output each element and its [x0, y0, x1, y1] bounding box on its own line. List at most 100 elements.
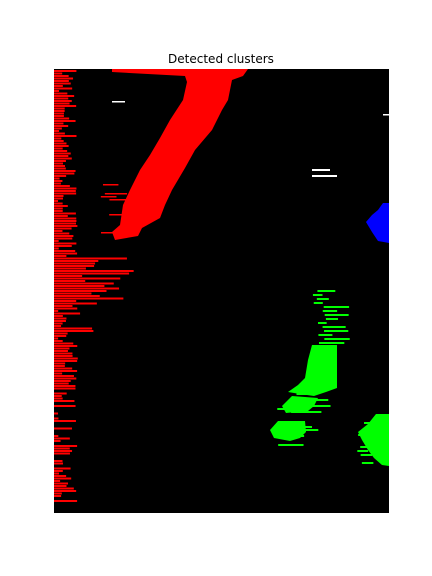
- red-cluster-strip: [54, 362, 66, 365]
- red-cluster-strip: [109, 199, 132, 201]
- red-cluster-strip: [54, 155, 69, 157]
- red-cluster-strip: [54, 215, 68, 217]
- red-cluster-strip: [54, 412, 59, 415]
- red-cluster-strip: [54, 305, 73, 307]
- red-cluster-strip: [54, 332, 68, 335]
- red-cluster-strip: [54, 270, 134, 272]
- green-cluster-strip: [360, 446, 377, 448]
- red-cluster-strip: [54, 267, 86, 270]
- red-cluster-strip: [54, 360, 78, 362]
- red-cluster-strip: [54, 172, 75, 175]
- red-cluster-strip: [54, 255, 67, 257]
- red-cluster-strip: [54, 82, 71, 85]
- red-cluster-strip: [54, 350, 68, 352]
- red-cluster-strip: [54, 142, 67, 145]
- red-cluster-diagonal: [112, 69, 248, 240]
- red-cluster-strip: [54, 200, 59, 202]
- red-cluster-strip: [54, 317, 67, 320]
- green-cluster-strip: [289, 429, 319, 431]
- red-cluster-strip: [54, 250, 76, 252]
- red-cluster-strip: [54, 92, 68, 95]
- red-cluster-strip: [54, 342, 74, 345]
- red-cluster-strip: [54, 90, 60, 92]
- green-cluster-strip: [360, 454, 373, 456]
- red-cluster-strip: [54, 482, 69, 485]
- green-cluster-strip: [278, 444, 304, 446]
- red-cluster-strip: [54, 297, 124, 300]
- red-cluster-strip: [54, 355, 73, 357]
- red-cluster-strip: [54, 175, 67, 177]
- white-cluster: [383, 114, 389, 116]
- red-cluster-strip: [54, 147, 63, 150]
- red-cluster-strip: [54, 125, 69, 127]
- red-cluster-strip: [54, 472, 60, 475]
- red-cluster-strip: [54, 395, 62, 397]
- red-cluster-strip: [54, 160, 66, 162]
- red-cluster-strip: [54, 85, 63, 87]
- green-cluster-strip: [322, 326, 346, 328]
- red-cluster-strip: [54, 290, 107, 292]
- red-cluster-strip: [54, 302, 97, 305]
- red-cluster-strip: [54, 205, 68, 207]
- red-cluster-strip: [54, 105, 77, 107]
- red-cluster-strip: [54, 470, 63, 472]
- red-cluster-strip: [100, 196, 117, 198]
- green-cluster-strip: [317, 322, 327, 324]
- red-cluster-strip: [54, 427, 72, 430]
- green-cluster-strip: [358, 434, 370, 436]
- red-cluster-strip: [54, 212, 76, 215]
- red-cluster-strip: [54, 235, 74, 237]
- red-cluster-strip: [54, 405, 76, 407]
- red-cluster-strip: [54, 340, 63, 342]
- red-cluster-strip: [54, 207, 63, 210]
- red-cluster-strip: [54, 80, 69, 82]
- red-cluster-strip: [54, 417, 59, 420]
- red-cluster-strip: [54, 325, 62, 327]
- green-cluster-strip: [324, 314, 349, 316]
- red-cluster-strip: [54, 202, 63, 205]
- red-cluster-strip: [54, 440, 61, 442]
- red-cluster-strip: [109, 214, 139, 216]
- red-cluster-strip: [54, 177, 60, 180]
- red-cluster-strip: [54, 385, 76, 387]
- red-cluster-strip: [54, 135, 77, 137]
- red-cluster-strip: [54, 247, 59, 250]
- green-cluster-strip: [313, 302, 323, 304]
- white-cluster: [312, 175, 337, 177]
- red-cluster-strip: [54, 262, 96, 265]
- green-cluster-strip: [361, 462, 374, 464]
- red-cluster-strip: [54, 152, 71, 155]
- red-cluster-strip: [54, 227, 72, 230]
- red-cluster-strip: [54, 252, 78, 255]
- white-cluster: [112, 101, 125, 103]
- red-cluster-strip: [54, 257, 127, 260]
- red-cluster-strip: [54, 487, 74, 490]
- red-cluster-strip: [54, 165, 66, 167]
- red-cluster-strip: [54, 492, 62, 495]
- green-cluster-strip: [312, 294, 323, 296]
- red-cluster-strip: [54, 420, 76, 422]
- red-cluster-strip: [54, 137, 62, 140]
- red-cluster-strip: [54, 157, 72, 160]
- red-cluster-strip: [54, 435, 59, 437]
- red-cluster-strip: [54, 197, 63, 200]
- red-cluster-strip: [54, 400, 75, 402]
- red-cluster-strip: [54, 222, 77, 225]
- red-cluster-strip: [54, 242, 77, 245]
- red-cluster-strip: [54, 272, 130, 275]
- red-cluster-strip: [54, 265, 95, 267]
- red-cluster-strip: [54, 217, 77, 220]
- red-cluster-strip: [54, 170, 76, 172]
- red-cluster-strip: [54, 397, 63, 400]
- clusters: [54, 69, 389, 502]
- red-cluster-strip: [54, 285, 105, 287]
- red-cluster-strip: [54, 445, 78, 447]
- red-cluster-strip: [54, 140, 64, 142]
- red-cluster-strip: [54, 452, 70, 455]
- red-cluster-strip: [54, 485, 67, 487]
- red-cluster-strip: [54, 347, 70, 350]
- red-cluster-strip: [54, 287, 120, 290]
- red-cluster-strip: [54, 312, 81, 315]
- green-cluster-strip: [357, 450, 369, 452]
- green-cluster-strip: [364, 422, 383, 424]
